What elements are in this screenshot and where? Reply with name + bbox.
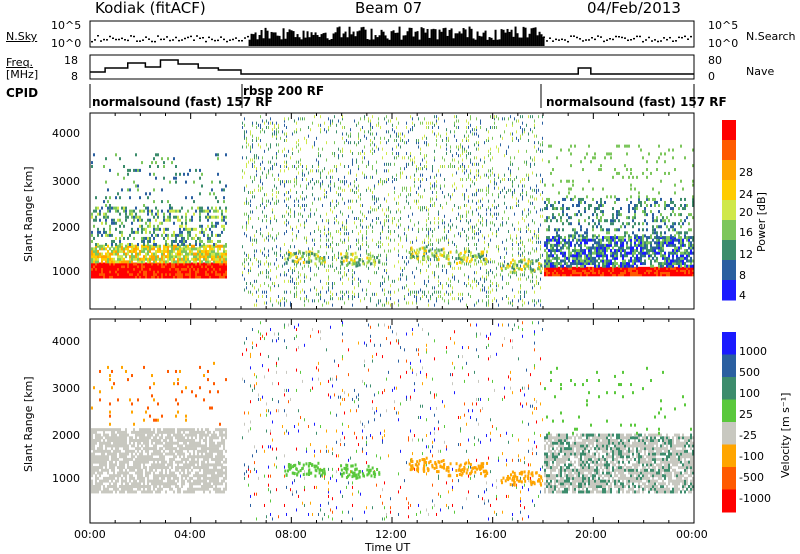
power-panel [91,115,694,307]
freq-unit-label: [MHz] [6,68,39,81]
power-cb-tick-28: 28 [739,166,753,179]
power-colorbar [722,120,736,301]
nave-tick-top: 80 [708,54,722,67]
power-cb-tick-20: 20 [739,206,753,219]
time-tick-5: 20:00 [575,528,607,541]
vel-cb-tick-m25: -25 [739,429,757,442]
time-tick-4: 16:00 [475,528,507,541]
vel-ytick-2000: 2000 [52,429,80,442]
axis-ticks [89,113,695,523]
freq-label: Freq. [6,56,34,69]
velocity-colorbar [722,332,736,513]
time-tick-2: 08:00 [275,528,307,541]
nsearch-label: N.Search [746,30,796,43]
time-axis-label: Time UT [365,541,411,554]
vel-ytick-4000: 4000 [52,335,80,348]
vel-ytick-3000: 3000 [52,382,80,395]
vel-cb-tick-1000: 1000 [739,345,767,358]
station-title: Kodiak (fitACF) [95,0,206,17]
power-ytick-4000: 4000 [52,127,80,140]
nsky-label: N.Sky [6,30,38,43]
vel-cb-tick-m500: -500 [739,471,764,484]
velocity-colorbar-label: Velocity [m s⁻¹] [779,392,792,478]
power-cb-tick-12: 12 [739,248,753,261]
power-ytick-2000: 2000 [52,221,80,234]
date-title: 04/Feb/2013 [587,0,681,17]
cpid-label: CPID [6,86,39,100]
beam-title: Beam 07 [355,0,423,17]
power-cb-tick-8: 8 [739,269,746,282]
time-tick-3: 12:00 [375,528,407,541]
noise-tick-top-left: 10^5 [51,19,82,32]
cpid-mode-3: normalsound (fast) 157 RF [546,95,727,109]
power-cb-tick-16: 16 [739,226,753,239]
time-tick-6: 00:00 [676,528,708,541]
power-colorbar-label: Power [dB] [755,192,768,252]
vel-cb-tick-100: 100 [739,387,760,400]
vel-cb-tick-m1000: -1000 [739,492,771,505]
cpid-mode-2: rbsp 200 RF [243,84,325,98]
freq-tick-top: 18 [64,54,78,67]
velocity-panel [91,321,694,521]
noise-tick-top-right: 10^5 [708,19,739,32]
power-cb-tick-24: 24 [739,188,753,201]
cpid-mode-1: normalsound (fast) 157 RF [92,95,273,109]
power-ytick-1000: 1000 [52,265,80,278]
nave-tick-bottom: 0 [708,70,715,83]
nave-label: Nave [746,65,775,78]
velocity-ylabel: Slant Range [km] [22,376,35,472]
power-ytick-3000: 3000 [52,175,80,188]
freq-tick-bottom: 8 [71,70,78,83]
vel-cb-tick-500: 500 [739,366,760,379]
vel-cb-tick-m100: -100 [739,450,764,463]
power-cb-tick-4: 4 [739,289,746,302]
noise-panel [89,20,695,48]
time-tick-1: 04:00 [174,528,206,541]
time-tick-0: 00:00 [74,528,106,541]
noise-tick-bottom-left: 10^0 [51,37,82,50]
vel-ytick-1000: 1000 [52,472,80,485]
frequency-panel [89,54,695,80]
noise-tick-bottom-right: 10^0 [708,37,739,50]
cpid-panel [89,84,695,108]
power-ylabel: Slant Range [km] [22,166,35,262]
vel-cb-tick-25: 25 [739,408,753,421]
